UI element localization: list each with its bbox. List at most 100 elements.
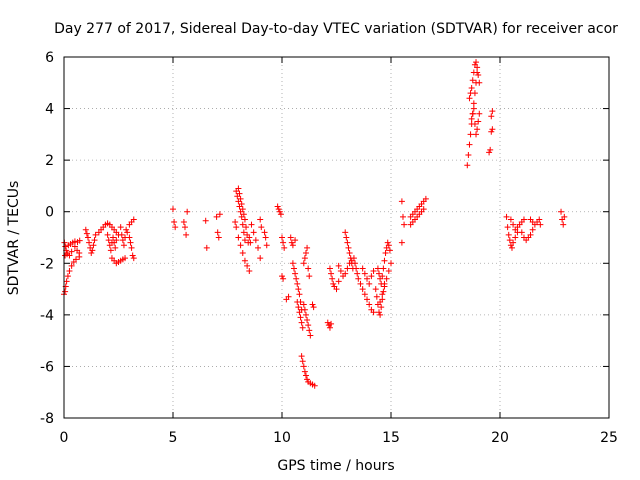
data-point — [292, 237, 299, 244]
data-point — [380, 265, 387, 272]
data-point — [508, 244, 515, 251]
data-point — [381, 257, 388, 264]
data-point — [216, 211, 223, 218]
data-point — [112, 244, 119, 251]
data-point — [285, 293, 292, 300]
data-point — [529, 219, 536, 226]
data-point — [376, 270, 383, 277]
data-point — [215, 234, 222, 241]
data-point — [506, 237, 513, 244]
data-point — [104, 231, 111, 238]
data-point — [62, 288, 69, 295]
data-point — [124, 229, 131, 236]
data-point — [107, 247, 114, 254]
data-point — [398, 239, 405, 246]
data-point — [302, 311, 309, 318]
plot-frame — [63, 56, 610, 419]
data-point — [353, 265, 360, 272]
data-point — [257, 216, 264, 223]
data-point — [305, 322, 312, 329]
data-point — [474, 64, 481, 71]
data-point — [76, 237, 83, 244]
data-point — [305, 265, 312, 272]
data-point — [342, 229, 349, 236]
data-point — [203, 244, 210, 251]
data-point — [72, 256, 79, 263]
data-point — [401, 221, 408, 228]
data-point — [466, 141, 473, 148]
data-point — [475, 72, 482, 79]
data-point — [382, 249, 389, 256]
data-point — [247, 239, 254, 246]
data-point — [488, 128, 495, 135]
data-point — [373, 293, 380, 300]
y-tick-label: 6 — [45, 50, 54, 66]
data-point — [301, 306, 308, 313]
data-point — [304, 376, 311, 383]
data-point — [470, 100, 477, 107]
data-point — [560, 221, 567, 228]
y-tick-label: 0 — [45, 205, 54, 221]
data-point — [239, 249, 246, 256]
data-point — [304, 244, 311, 251]
data-point — [333, 286, 340, 293]
data-point — [241, 257, 248, 264]
data-point — [343, 234, 350, 241]
data-point — [289, 260, 296, 267]
data-point — [329, 275, 336, 282]
data-point — [370, 268, 377, 275]
data-point — [504, 224, 511, 231]
data-point — [470, 69, 477, 76]
x-tick-label: 0 — [60, 430, 69, 446]
data-point — [335, 262, 342, 269]
data-point — [359, 265, 366, 272]
data-point — [335, 278, 342, 285]
data-point — [488, 113, 495, 120]
data-point — [241, 237, 248, 244]
data-point — [466, 95, 473, 102]
data-point — [262, 234, 269, 241]
data-point — [372, 286, 379, 293]
data-point — [355, 275, 362, 282]
y-tick-label: -4 — [40, 308, 54, 324]
data-point — [88, 249, 95, 256]
data-point — [364, 275, 371, 282]
data-point — [398, 198, 405, 205]
data-point — [473, 59, 480, 66]
data-point — [383, 275, 390, 282]
data-point — [486, 149, 493, 156]
data-point — [324, 319, 331, 326]
data-point — [465, 151, 472, 158]
data-point — [240, 211, 247, 218]
data-point — [296, 291, 303, 298]
data-point — [344, 265, 351, 272]
data-point — [536, 216, 543, 223]
data-point — [170, 206, 176, 213]
data-point — [240, 229, 247, 236]
data-point — [361, 291, 368, 298]
data-point — [130, 255, 137, 262]
data-point — [342, 270, 349, 277]
data-point — [257, 255, 264, 262]
data-point — [66, 252, 73, 259]
data-point — [469, 77, 476, 84]
data-point — [239, 206, 246, 213]
data-point — [289, 242, 296, 249]
data-point — [68, 248, 75, 255]
data-point — [113, 237, 120, 244]
x-tick-label: 25 — [600, 430, 618, 446]
data-point — [92, 231, 99, 238]
data-point — [82, 226, 89, 233]
data-point — [385, 242, 392, 249]
data-point — [287, 234, 294, 241]
data-point — [352, 260, 359, 267]
data-point — [181, 224, 188, 231]
data-point — [471, 121, 478, 128]
data-point — [90, 242, 97, 249]
data-point — [467, 90, 474, 97]
data-point — [295, 304, 302, 311]
data-point — [378, 280, 385, 287]
data-point — [468, 84, 475, 91]
data-point — [301, 368, 308, 375]
data-point — [302, 372, 309, 379]
